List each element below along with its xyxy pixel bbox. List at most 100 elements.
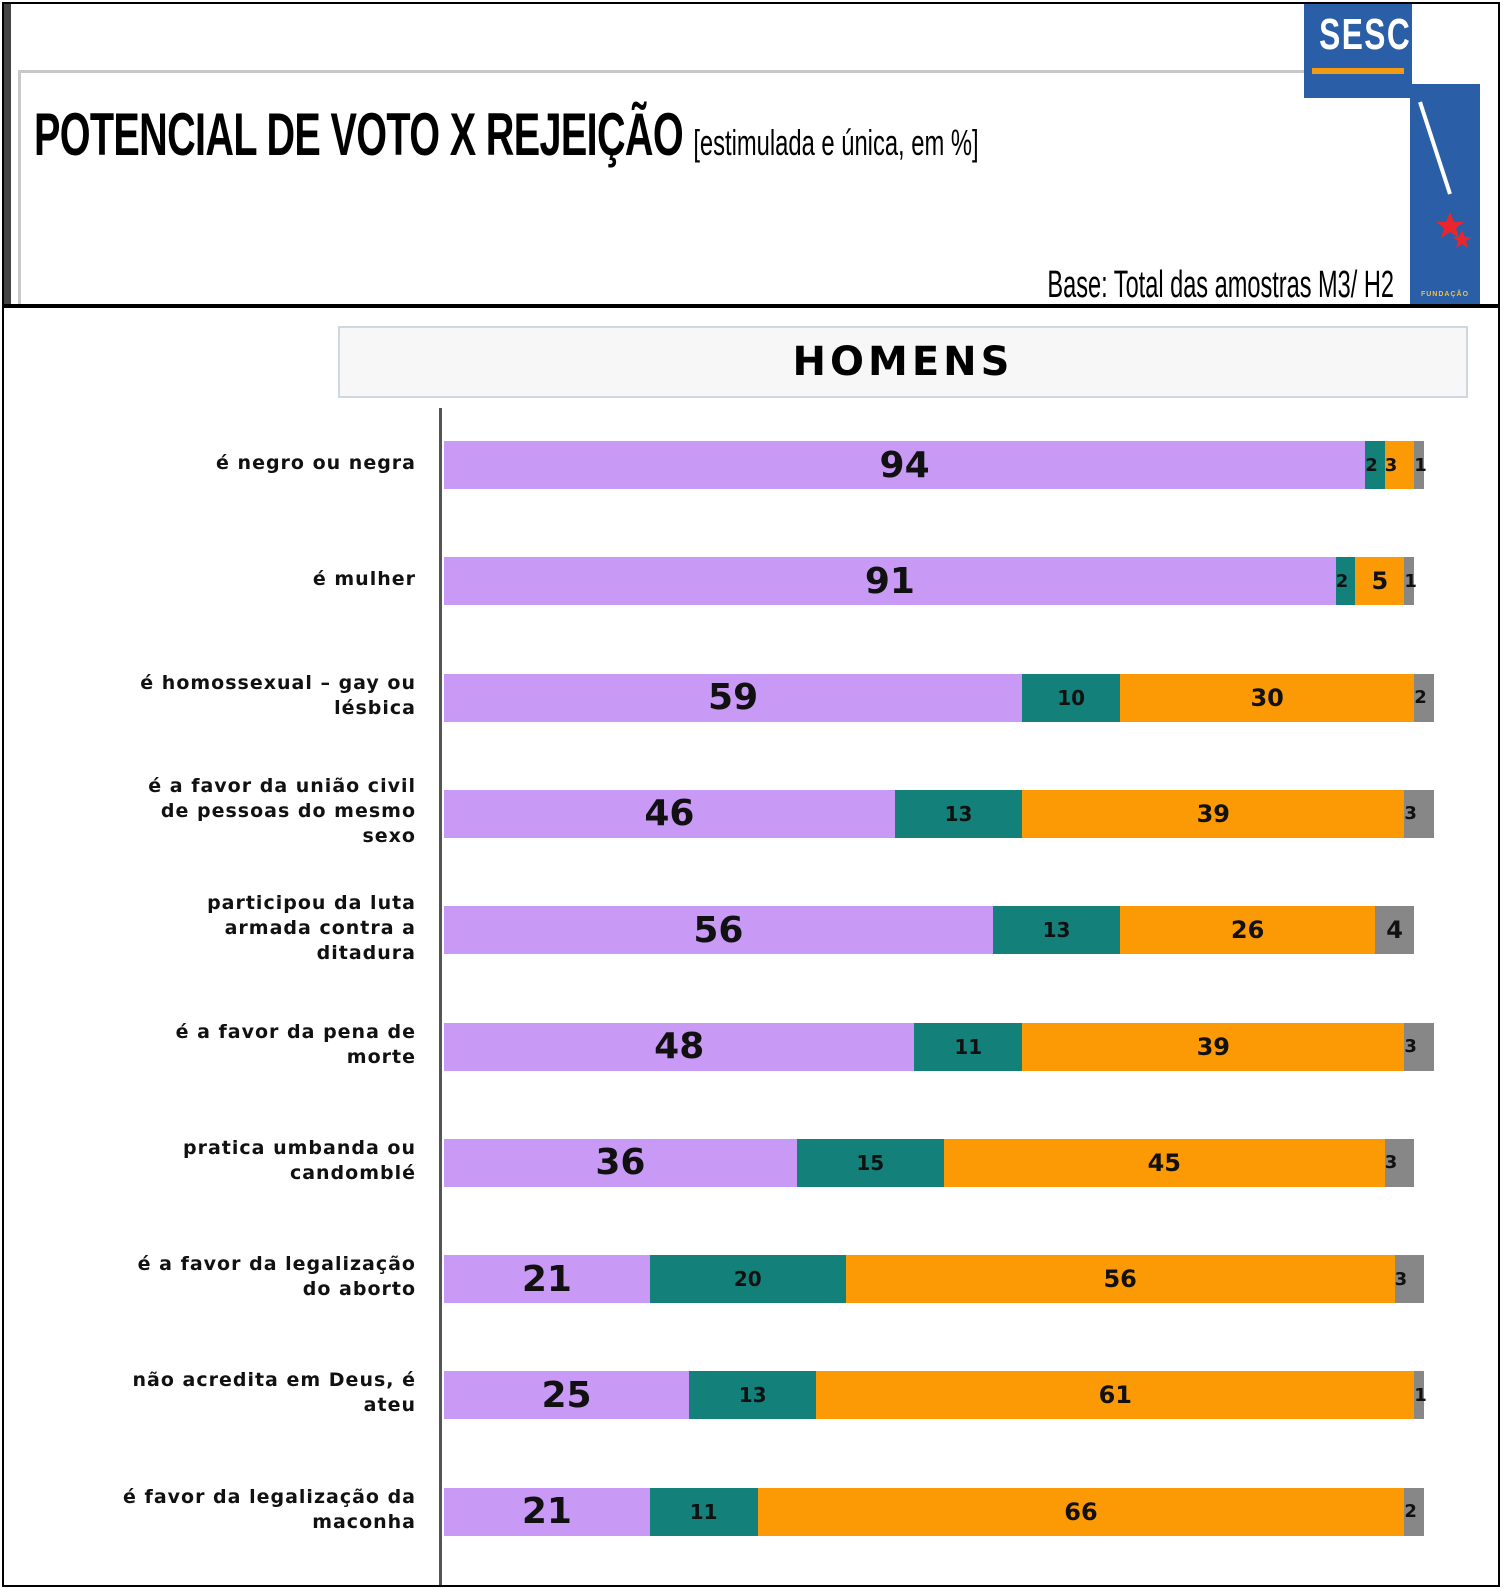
data-label: 56 bbox=[1103, 1265, 1137, 1294]
bar-segment-series-1: 56 bbox=[444, 906, 993, 955]
star-icon bbox=[1436, 212, 1464, 238]
data-label: 30 bbox=[1250, 683, 1284, 712]
category-label-line: é favor da legalização da bbox=[123, 1485, 416, 1508]
data-label: 2 bbox=[1414, 687, 1427, 709]
data-label: 13 bbox=[738, 1383, 767, 1408]
bar-segment-series-3: 5 bbox=[1355, 557, 1405, 606]
data-label: 1 bbox=[1414, 454, 1427, 476]
bar-segment-series-3: 66 bbox=[757, 1487, 1405, 1536]
bar-segment-series-4: 1 bbox=[1414, 441, 1427, 489]
bar-segment-series-4: 3 bbox=[1404, 1022, 1434, 1071]
data-label: 48 bbox=[654, 1026, 705, 1067]
foundation-logo: FUNDAÇÃO bbox=[1410, 84, 1480, 304]
bar-segment-series-3: 45 bbox=[943, 1138, 1385, 1187]
data-label: 46 bbox=[644, 793, 695, 835]
category-label: é favor da legalização da maconha bbox=[14, 1485, 416, 1535]
category-label: é homossexual – gay ou lésbica bbox=[14, 671, 416, 721]
sesc-logo-stripe bbox=[1312, 68, 1404, 74]
data-label: 13 bbox=[944, 801, 973, 826]
data-label: 2 bbox=[1335, 570, 1349, 592]
category-label-line: é negro ou negra bbox=[216, 451, 416, 474]
category-label-line: sexo bbox=[362, 825, 416, 848]
bar-segment-series-3: 56 bbox=[845, 1255, 1395, 1304]
data-label: 45 bbox=[1147, 1148, 1181, 1177]
data-label: 5 bbox=[1371, 567, 1389, 596]
header-panel: POTENCIAL DE VOTO X REJEIÇÃO [estimulada… bbox=[2, 2, 1500, 306]
header-left-bar bbox=[4, 4, 11, 304]
data-label: 1 bbox=[1404, 570, 1417, 592]
bar-segment-series-3: 26 bbox=[1120, 906, 1375, 955]
category-label: é mulher bbox=[14, 567, 416, 592]
category-label-line: de pessoas do mesmo bbox=[160, 800, 416, 823]
bar-segment-series-1: 91 bbox=[444, 557, 1336, 606]
category-label-line: morte bbox=[346, 1045, 416, 1068]
chart-title: HOMENS bbox=[792, 339, 1014, 385]
bar-segment-series-3: 30 bbox=[1120, 673, 1415, 722]
bar-segment-series-3: 39 bbox=[1022, 1022, 1405, 1071]
data-label: 56 bbox=[693, 909, 744, 951]
chart-title-box: HOMENS bbox=[338, 326, 1468, 398]
bar-segment-series-4: 2 bbox=[1414, 673, 1434, 722]
category-label-line: é a favor da legalização bbox=[137, 1253, 416, 1276]
bar-segment-series-4: 2 bbox=[1404, 1487, 1424, 1536]
category-label: é a favor da pena de morte bbox=[14, 1020, 416, 1070]
category-label-line: lésbica bbox=[334, 696, 416, 719]
category-label: participou da luta armada contra a ditadur… bbox=[14, 891, 416, 966]
bar-segment-series-2: 2 bbox=[1335, 557, 1356, 606]
bar-segment-series-1: 21 bbox=[444, 1255, 650, 1304]
category-label-line: é homossexual – gay ou bbox=[140, 671, 416, 694]
data-label: 91 bbox=[864, 560, 915, 602]
base-note: Base: Total das amostras M3/ H2 bbox=[1047, 264, 1394, 306]
page-title: POTENCIAL DE VOTO X REJEIÇÃO [estimulada… bbox=[34, 100, 979, 169]
bar-segment-series-4: 1 bbox=[1404, 557, 1417, 606]
data-label: 10 bbox=[1057, 685, 1086, 710]
data-label: 61 bbox=[1098, 1381, 1132, 1410]
data-label: 3 bbox=[1404, 1036, 1417, 1057]
bar-segment-series-1: 36 bbox=[444, 1138, 797, 1187]
data-label: 25 bbox=[541, 1374, 592, 1416]
bar-segment-series-1: 25 bbox=[444, 1371, 689, 1420]
bar-segment-series-3: 3 bbox=[1384, 441, 1415, 489]
data-label: 20 bbox=[733, 1267, 762, 1292]
category-label-line: candomblé bbox=[289, 1161, 416, 1184]
bar-segment-series-4: 3 bbox=[1404, 789, 1434, 838]
data-label: 39 bbox=[1196, 799, 1230, 828]
category-label-line: é a favor da pena de bbox=[175, 1020, 416, 1043]
category-label-line: ditadura bbox=[316, 941, 416, 964]
data-label: 94 bbox=[879, 444, 930, 486]
data-label: 59 bbox=[708, 677, 759, 719]
data-label: 11 bbox=[954, 1034, 983, 1059]
bar-segment-series-2: 13 bbox=[992, 906, 1121, 955]
data-label: 1 bbox=[1414, 1384, 1427, 1406]
category-label-line: armada contra a bbox=[224, 916, 416, 939]
category-label: pratica umbanda ou candomblé bbox=[14, 1136, 416, 1186]
data-label: 11 bbox=[689, 1499, 718, 1524]
bar-segment-series-2: 13 bbox=[689, 1371, 817, 1420]
bar-segment-series-3: 61 bbox=[816, 1371, 1415, 1420]
bar-segment-series-2: 11 bbox=[649, 1487, 758, 1536]
category-label-line: não acredita em Deus, é bbox=[132, 1369, 416, 1392]
data-label: 4 bbox=[1386, 916, 1403, 945]
data-label: 21 bbox=[521, 1491, 572, 1533]
data-label: 13 bbox=[1042, 918, 1071, 943]
data-label: 26 bbox=[1230, 916, 1265, 945]
data-label: 3 bbox=[1384, 454, 1398, 476]
data-label: 2 bbox=[1404, 1501, 1417, 1523]
data-label: 3 bbox=[1404, 803, 1417, 825]
category-label-line: do aborto bbox=[302, 1278, 416, 1301]
chart-panel: HOMENS é negro ou negra 94 2 3 1 é mulher 91 2 5… bbox=[2, 306, 1500, 1587]
foundation-logo-text: FUNDAÇÃO bbox=[1420, 291, 1470, 298]
data-label: 15 bbox=[856, 1150, 885, 1175]
bar-segment-series-1: 46 bbox=[444, 789, 895, 838]
bar-segment-series-2: 20 bbox=[649, 1255, 846, 1304]
category-label-line: participou da luta bbox=[207, 891, 416, 914]
category-label: não acredita em Deus, é ateu bbox=[14, 1368, 416, 1418]
sesc-logo-text: SESC bbox=[1319, 10, 1412, 59]
bar-segment-series-4: 3 bbox=[1394, 1255, 1424, 1304]
header-inner-frame bbox=[18, 70, 1314, 304]
data-label: 2 bbox=[1365, 454, 1378, 476]
category-label-line: é a favor da união civil bbox=[148, 775, 416, 798]
category-label: é a favor da legalização do aborto bbox=[14, 1252, 416, 1302]
category-label-line: maconha bbox=[312, 1510, 416, 1533]
bar-segment-series-2: 11 bbox=[914, 1022, 1023, 1071]
